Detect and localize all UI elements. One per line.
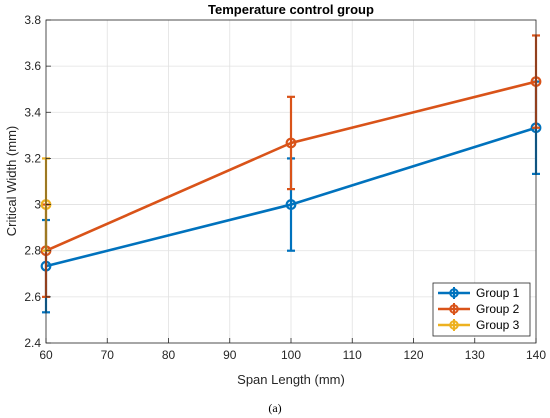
x-tick-label: 130 [465, 348, 485, 362]
y-tick-label: 2.6 [24, 290, 41, 304]
legend-swatch-marker [449, 320, 459, 330]
y-axis-label: Critical Width (mm) [4, 126, 19, 237]
x-tick-label: 110 [343, 348, 362, 362]
legend-label: Group 3 [476, 318, 520, 332]
legend-entry-group-2: Group 2 [438, 302, 520, 316]
legend-entry-group-1: Group 1 [438, 286, 520, 300]
x-tick-label: 100 [281, 348, 301, 362]
x-tick-label: 120 [403, 348, 423, 362]
y-tick-label: 3 [34, 198, 41, 212]
legend: Group 1 Group 2 Group 3 [432, 282, 531, 337]
legend-swatch-marker [449, 304, 459, 314]
x-tick-label: 140 [526, 348, 546, 362]
legend-swatch-marker [449, 288, 459, 298]
legend-label: Group 1 [476, 286, 520, 300]
y-tick-label: 2.4 [24, 336, 41, 350]
y-tick-label: 3.2 [24, 151, 41, 165]
y-tick-label: 3.4 [24, 105, 41, 119]
chart-title: Temperature control group [208, 2, 374, 17]
legend-entry-group-3: Group 3 [438, 318, 520, 332]
y-tick-label: 3.8 [24, 13, 41, 27]
x-tick-label: 90 [223, 348, 237, 362]
data-point-group-1 [285, 199, 297, 210]
x-tick-label: 70 [101, 348, 115, 362]
x-tick-label: 60 [39, 348, 53, 362]
legend-label: Group 2 [476, 302, 520, 316]
x-tick-label: 80 [162, 348, 176, 362]
y-tick-label: 2.8 [24, 244, 41, 258]
figure-caption: (a) [268, 401, 281, 415]
y-tick-label: 3.6 [24, 59, 41, 73]
data-point-group-2 [285, 137, 297, 149]
axis-ticks: 60 70 80 90 100 110 120 130 140 2.4 2.6 2.8 3 3.2 3.4 3… [24, 13, 546, 362]
x-axis-label: Span Length (mm) [237, 372, 345, 387]
